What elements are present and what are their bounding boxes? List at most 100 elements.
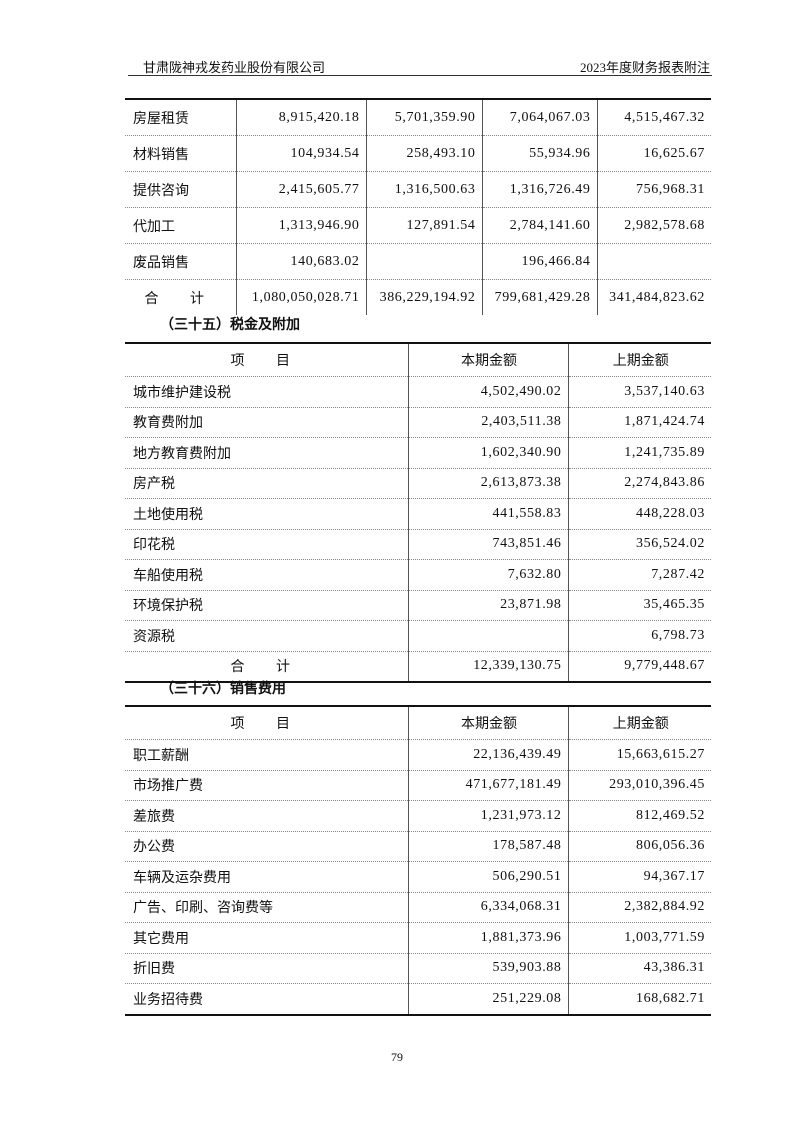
amount-cell: 23,871.98 (407, 590, 568, 621)
amount-cell: 1,241,735.89 (567, 437, 711, 469)
row-label: 资源税 (125, 620, 408, 652)
amount-cell: 1,602,340.90 (407, 437, 568, 469)
amount-cell: 7,632.80 (407, 559, 568, 591)
table-row: 市场推广费 471,677,181.49 293,010,396.45 (125, 770, 711, 801)
amount-cell: 1,003,771.59 (567, 922, 711, 954)
section-title-selling-expenses: （三十六）销售费用 (160, 682, 286, 697)
row-label: 办公费 (125, 831, 408, 862)
amount-cell (365, 243, 482, 280)
table-row: 房产税 2,613,873.38 2,274,843.86 (125, 468, 711, 499)
amount-cell: 6,798.73 (567, 620, 711, 652)
amount-cell: 12,339,130.75 (407, 651, 568, 683)
amount-cell: 168,682.71 (567, 983, 711, 1015)
amount-cell: 2,403,511.38 (407, 407, 568, 438)
row-label: 房产税 (125, 468, 408, 499)
amount-cell: 178,587.48 (407, 831, 568, 862)
table-row: 地方教育费附加 1,602,340.90 1,241,735.89 (125, 437, 711, 469)
amount-cell: 251,229.08 (407, 983, 568, 1015)
amount-cell: 3,537,140.63 (567, 376, 711, 408)
table-row: 教育费附加 2,403,511.38 1,871,424.74 (125, 407, 711, 438)
amount-cell: 441,558.83 (407, 498, 568, 530)
revenue-continuation-table: 房屋租赁 8,915,420.18 5,701,359.90 7,064,067.03… (125, 98, 711, 315)
amount-cell: 386,229,194.92 (365, 279, 482, 315)
amount-cell: 799,681,429.28 (481, 279, 597, 315)
table-header-row: 项 目本期金额 上期金额 (125, 706, 711, 740)
table-row: 办公费 178,587.48 806,056.36 (125, 831, 711, 862)
amount-cell: 1,316,726.49 (481, 171, 597, 208)
amount-cell (407, 620, 568, 652)
amount-cell (596, 243, 711, 280)
amount-cell: 7,287.42 (567, 559, 711, 591)
table-row: 车船使用税 7,632.80 7,287.42 (125, 559, 711, 591)
table-row: 废品销售 140,683.02 196,466.84 (125, 243, 711, 280)
amount-cell: 196,466.84 (481, 243, 597, 280)
amount-cell: 8,915,420.18 (235, 99, 366, 136)
row-label: 合 计 (144, 291, 218, 307)
row-label: 城市维护建设税 (125, 376, 408, 408)
row-label: 环境保护税 (125, 590, 408, 621)
table-row: 提供咨询 2,415,605.77 1,316,500.63 1,316,726.49… (125, 171, 711, 208)
page-number: 79 (391, 1050, 403, 1064)
amount-cell: 55,934.96 (481, 135, 597, 172)
amount-cell: 104,934.54 (235, 135, 366, 172)
header-company: 甘肃陇神戎发药业股份有限公司 (143, 60, 326, 75)
amount-cell: 341,484,823.62 (596, 279, 711, 315)
table-row: 广告、印刷、咨询费等 6,334,068.31 2,382,884.92 (125, 892, 711, 923)
row-label: 代加工 (125, 207, 236, 244)
row-label: 房屋租赁 (125, 99, 236, 136)
row-label: 折旧费 (125, 953, 408, 984)
row-label: 广告、印刷、咨询费等 (125, 892, 408, 923)
amount-cell: 743,851.46 (407, 529, 568, 560)
amount-cell: 94,367.17 (567, 861, 711, 893)
amount-cell: 上期金额 (567, 343, 711, 377)
row-label: 项 目 (125, 706, 408, 740)
amount-cell: 1,316,500.63 (365, 171, 482, 208)
header-report-title: 2023年度财务报表附注 (579, 60, 710, 75)
amount-cell: 806,056.36 (567, 831, 711, 862)
table-row: 业务招待费 251,229.08 168,682.71 (125, 983, 711, 1015)
amount-cell: 1,871,424.74 (567, 407, 711, 438)
amount-cell: 127,891.54 (365, 207, 482, 244)
amount-cell: 812,469.52 (567, 800, 711, 832)
row-label: 废品销售 (125, 243, 236, 280)
amount-cell: 2,274,843.86 (567, 468, 711, 499)
row-label: 车辆及运杂费用 (125, 861, 408, 893)
amount-cell: 471,677,181.49 (407, 770, 568, 801)
row-label: 材料销售 (125, 135, 236, 172)
table-row: 环境保护税 23,871.98 35,465.35 (125, 590, 711, 621)
amount-cell: 539,903.88 (407, 953, 568, 984)
amount-cell: 6,334,068.31 (407, 892, 568, 923)
table-row: 车辆及运杂费用 506,290.51 94,367.17 (125, 861, 711, 893)
amount-cell: 2,382,884.92 (567, 892, 711, 923)
selling-expenses-table: 项 目本期金额 上期金额 职工薪酬 22,136,439.49 15,663,615.2… (125, 705, 711, 1016)
row-label: 合 计 (125, 651, 408, 683)
amount-cell: 9,779,448.67 (567, 651, 711, 683)
table-row: 城市维护建设税 4,502,490.02 3,537,140.63 (125, 376, 711, 408)
row-label: 项 目 (125, 343, 408, 377)
amount-cell: 756,968.31 (596, 171, 711, 208)
table-row: 资源税 6,798.73 (125, 620, 711, 652)
total-row: 合 计 1,080,050,028.71 386,229,194.92 799,681… (125, 279, 711, 315)
table-header-row: 项 目本期金额 上期金额 (125, 343, 711, 377)
header-divider (128, 75, 712, 76)
table-row: 土地使用税 441,558.83 448,228.03 (125, 498, 711, 530)
amount-cell: 2,613,873.38 (407, 468, 568, 499)
amount-cell: 2,784,141.60 (481, 207, 597, 244)
row-label: 土地使用税 (125, 498, 408, 530)
row-label: 车船使用税 (125, 559, 408, 591)
table-row: 代加工 1,313,946.90 127,891.54 2,784,141.60 2,9… (125, 207, 711, 244)
amount-cell: 140,683.02 (235, 243, 366, 280)
section-title-taxes: （三十五）税金及附加 (160, 318, 300, 333)
amount-cell: 448,228.03 (567, 498, 711, 530)
table-row: 印花税 743,851.46 356,524.02 (125, 529, 711, 560)
amount-cell: 上期金额 (567, 706, 711, 740)
row-label: 其它费用 (125, 922, 408, 954)
amount-cell: 4,515,467.32 (596, 99, 711, 136)
amount-cell: 16,625.67 (596, 135, 711, 172)
amount-cell: 2,982,578.68 (596, 207, 711, 244)
amount-cell: 1,231,973.12 (407, 800, 568, 832)
amount-cell: 1,080,050,028.71 (235, 279, 366, 315)
amount-cell: 35,465.35 (567, 590, 711, 621)
amount-cell: 本期金额 (407, 343, 568, 377)
